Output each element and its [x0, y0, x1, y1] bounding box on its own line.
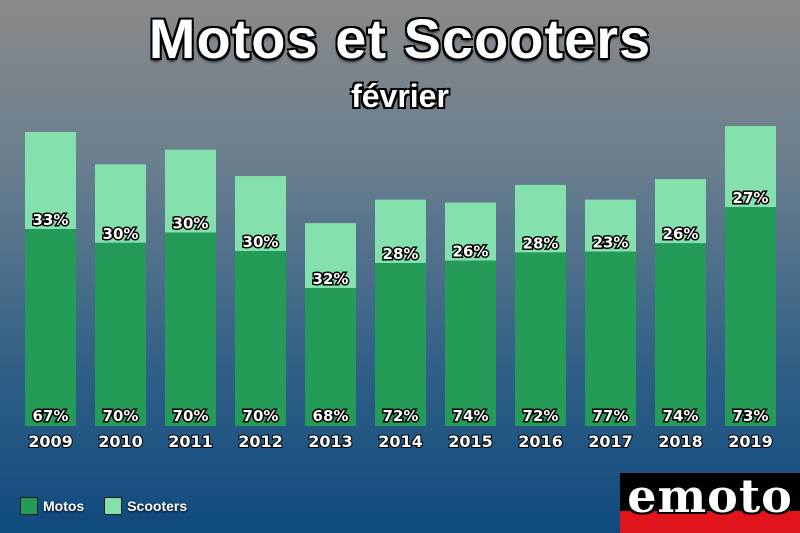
legend-item-motos: Motos	[20, 497, 84, 515]
legend-swatch-scooters	[104, 497, 123, 515]
label-scooters-2012: 30%	[243, 233, 279, 251]
label-scooters-2013: 32%	[313, 270, 349, 288]
label-motos-2015: 74%	[453, 407, 489, 425]
bar-scooters-2009	[25, 132, 76, 230]
x-tick-2012: 2012	[238, 432, 283, 451]
bar-motos-2018	[655, 243, 706, 426]
bar-scooters-2017	[585, 199, 636, 252]
bar-motos-2014	[375, 263, 426, 426]
bar-motos-2010	[95, 242, 146, 426]
label-motos-2017: 77%	[593, 407, 629, 425]
label-motos-2019: 73%	[733, 407, 769, 425]
bar-scooters-2010	[95, 164, 146, 243]
chart-subtitle: février	[351, 78, 449, 114]
chart-title: Motos et Scooters	[148, 7, 652, 70]
x-tick-2009: 2009	[28, 432, 73, 451]
label-motos-2014: 72%	[383, 407, 419, 425]
label-motos-2016: 72%	[523, 407, 559, 425]
label-scooters-2014: 28%	[383, 245, 419, 263]
bar-motos-2016	[515, 252, 566, 426]
x-tick-2011: 2011	[168, 432, 213, 451]
label-motos-2011: 70%	[173, 407, 209, 425]
bar-scooters-2013	[305, 223, 356, 289]
label-scooters-2010: 30%	[103, 225, 139, 243]
legend-item-scooters: Scooters	[104, 497, 187, 515]
label-scooters-2016: 28%	[523, 234, 559, 252]
emoto-logo: emoto	[620, 469, 800, 533]
legend-label-motos: Motos	[43, 498, 85, 514]
logo-red-band	[620, 511, 800, 533]
x-tick-2014: 2014	[378, 432, 423, 451]
bar-motos-2017	[585, 251, 636, 426]
x-tick-2010: 2010	[98, 432, 143, 451]
x-tick-2019: 2019	[728, 432, 773, 451]
bar-motos-2009	[25, 229, 76, 426]
bar-motos-2011	[165, 232, 216, 426]
x-tick-2018: 2018	[658, 432, 703, 451]
x-tick-2015: 2015	[448, 432, 493, 451]
bar-motos-2012	[235, 251, 286, 426]
label-scooters-2019: 27%	[733, 189, 769, 207]
x-tick-2013: 2013	[308, 432, 353, 451]
bar-motos-2015	[445, 260, 496, 426]
label-motos-2012: 70%	[243, 407, 279, 425]
bar-scooters-2012	[235, 176, 286, 252]
bar-scooters-2018	[655, 179, 706, 244]
bar-scooters-2019	[725, 126, 776, 208]
bar-scooters-2011	[165, 149, 216, 233]
label-scooters-2015: 26%	[453, 243, 489, 261]
legend: Motos Scooters	[20, 497, 187, 515]
bar-motos-2013	[305, 288, 356, 426]
legend-swatch-motos	[20, 497, 38, 515]
legend-label-scooters: Scooters	[127, 498, 188, 514]
bar-scooters-2014	[375, 199, 426, 264]
label-scooters-2017: 23%	[593, 234, 629, 252]
label-scooters-2011: 30%	[173, 215, 209, 233]
label-motos-2013: 68%	[313, 407, 349, 425]
bar-motos-2019	[725, 207, 776, 426]
label-scooters-2018: 26%	[663, 225, 699, 243]
label-motos-2010: 70%	[103, 407, 139, 425]
bar-scooters-2015	[445, 202, 496, 261]
label-scooters-2009: 33%	[33, 211, 69, 229]
label-motos-2009: 67%	[33, 407, 69, 425]
x-tick-2016: 2016	[518, 432, 563, 451]
logo-text: emoto	[627, 469, 793, 523]
label-motos-2018: 74%	[663, 407, 699, 425]
bar-scooters-2016	[515, 184, 566, 253]
x-tick-2017: 2017	[588, 432, 633, 451]
